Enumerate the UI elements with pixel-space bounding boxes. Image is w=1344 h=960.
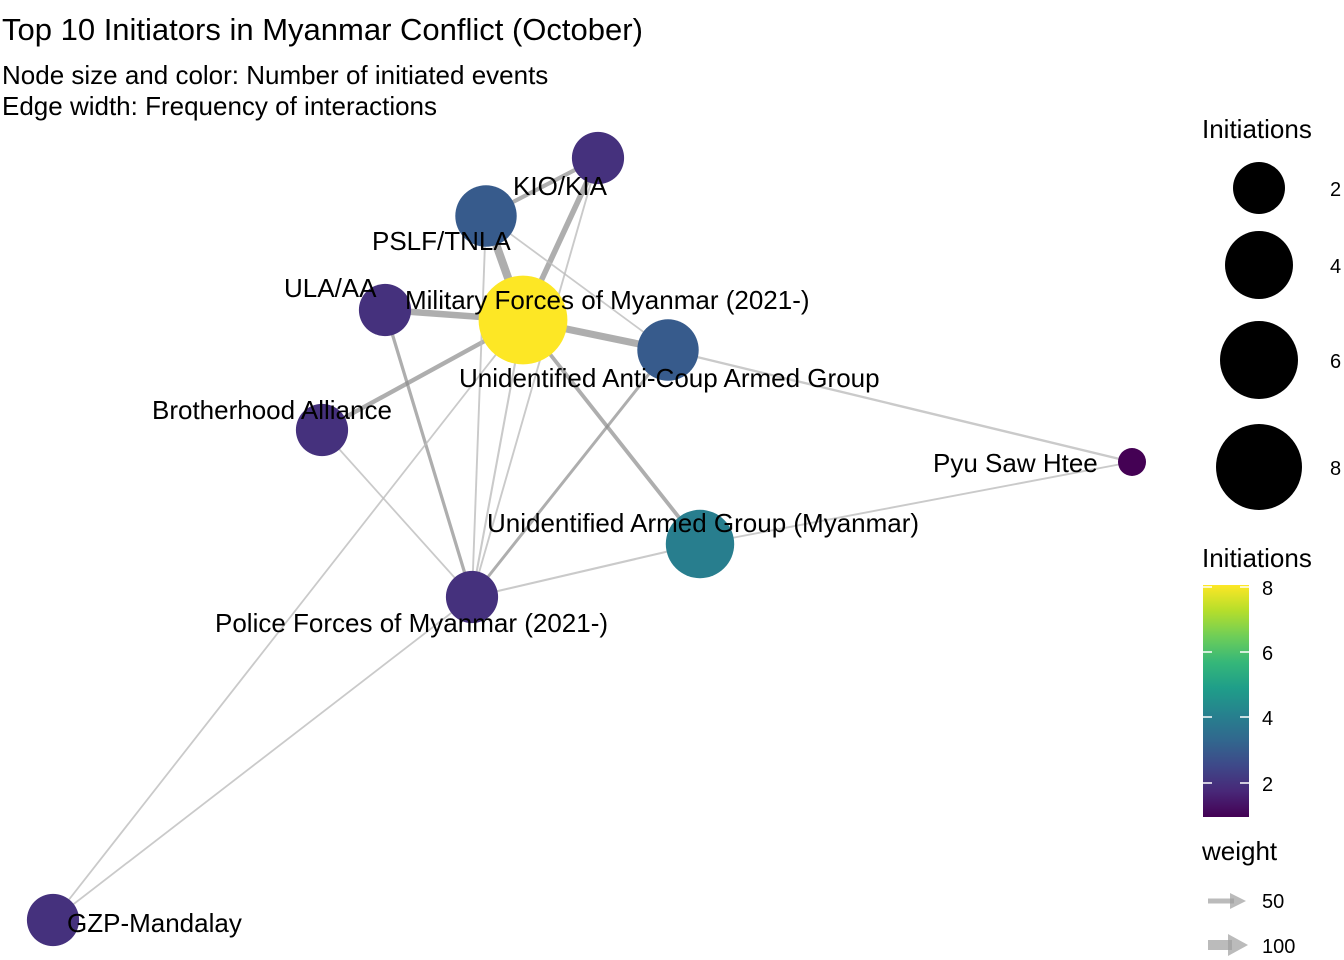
node-label-uacag: Unidentified Anti-Coup Armed Group (459, 363, 880, 393)
node-label-mil: Military Forces of Myanmar (2021-) (405, 285, 810, 315)
edge-ula-police (383, 308, 474, 599)
edge-kio-police (471, 157, 599, 598)
weight-legend-arrow-100 (1228, 934, 1248, 956)
colorbar-label-8: 8 (1262, 578, 1273, 600)
node-label-kio: KIO/KIA (513, 171, 608, 201)
node-uacag (637, 319, 699, 381)
edge-uag-pyu (699, 461, 1133, 545)
edge-mil-gzp (52, 319, 524, 921)
node-gzp (26, 893, 80, 947)
size-legend-label-4: 4 (1330, 256, 1341, 278)
node-pslf (455, 185, 517, 247)
edge-mil-police (470, 318, 525, 599)
edge-pslf-police (471, 215, 487, 598)
node-ba (295, 403, 349, 457)
edge-mil-uag (521, 318, 702, 546)
size-legend-label-8: 8 (1330, 458, 1341, 480)
colorbar-label-6: 6 (1262, 643, 1273, 665)
colorbar-label-4: 4 (1262, 708, 1273, 730)
node-layer (26, 131, 1146, 947)
size-legend-key-6 (1220, 321, 1298, 399)
weight-legend-title: weight (1201, 836, 1278, 866)
colorbar-label-2: 2 (1262, 774, 1273, 796)
edge-uag-police (470, 542, 702, 599)
node-uag (665, 509, 735, 579)
node-kio (571, 131, 625, 185)
size-legend-key-2 (1233, 162, 1285, 214)
colorbar (1203, 585, 1249, 817)
color-legend-title: Initiations (1202, 543, 1312, 573)
size-legend-key-8 (1216, 424, 1302, 510)
edge-uacag-police (470, 348, 670, 599)
size-legend-label-6: 6 (1330, 351, 1341, 373)
legend: Initiations 2 4 6 8 Initiations 8 6 4 2 … (1201, 114, 1341, 958)
weight-legend-arrow-50 (1230, 893, 1246, 909)
edge-police-gzp (52, 596, 473, 921)
node-police (445, 570, 499, 624)
node-ula (358, 283, 412, 337)
size-legend-title: Initiations (1202, 114, 1312, 144)
node-label-pyu: Pyu Saw Htee (933, 448, 1098, 478)
node-mil (478, 275, 568, 365)
size-legend-label-2: 2 (1330, 179, 1341, 201)
node-label-police: Police Forces of Myanmar (2021-) (215, 608, 608, 638)
edge-ba-police (321, 429, 473, 598)
node-label-ba: Brotherhood Alliance (152, 395, 392, 425)
node-label-uag: Unidentified Armed Group (Myanmar) (487, 508, 919, 538)
edge-pslf-uacag (485, 215, 669, 351)
node-label-layer: Military Forces of Myanmar (2021-) Uniden… (67, 171, 1098, 938)
subtitle-line-2: Edge width: Frequency of interactions (2, 91, 437, 121)
size-legend-key-4 (1225, 231, 1293, 299)
edge-uacag-pyu (666, 348, 1134, 464)
node-label-gzp: GZP-Mandalay (67, 908, 242, 938)
edge-layer (52, 155, 1134, 921)
weight-legend-label-100: 100 (1262, 936, 1295, 958)
chart-title: Top 10 Initiators in Myanmar Conflict (O… (2, 12, 643, 47)
weight-legend-label-50: 50 (1262, 891, 1284, 913)
node-label-ula: ULA/AA (284, 273, 377, 303)
node-pyu (1118, 448, 1146, 476)
node-label-pslf: PSLF/TNLA (372, 226, 511, 256)
subtitle-line-1: Node size and color: Number of initiated… (2, 60, 548, 90)
